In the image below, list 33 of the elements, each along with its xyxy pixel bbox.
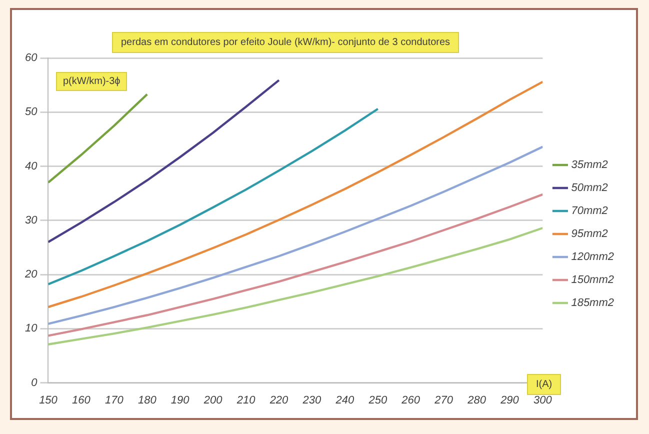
x-tick-label: 290 bbox=[500, 394, 520, 406]
y-tick-label: 10 bbox=[24, 322, 38, 335]
x-tick-label: 170 bbox=[104, 394, 124, 406]
legend-label: 95mm2 bbox=[571, 228, 608, 240]
x-tick-label: 250 bbox=[368, 394, 388, 406]
y-tick-label: 50 bbox=[24, 106, 38, 118]
legend-label: 185mm2 bbox=[571, 297, 614, 310]
y-tick-label: 20 bbox=[24, 268, 38, 281]
legend-label: 70mm2 bbox=[571, 205, 608, 218]
y-tick-label: 60 bbox=[24, 52, 38, 64]
legend-label: 35mm2 bbox=[571, 159, 608, 172]
y-axis-title: p(kW/km)-3ϕ bbox=[56, 72, 128, 91]
y-tick-label: 40 bbox=[24, 160, 38, 172]
x-tick-label: 270 bbox=[434, 394, 454, 406]
x-axis-title: I(A) bbox=[527, 374, 562, 395]
x-tick-label: 200 bbox=[202, 394, 224, 406]
y-tick-label: 0 bbox=[31, 376, 38, 389]
x-tick-label: 150 bbox=[39, 394, 58, 406]
chart-title: perdas em condutores por efeito Joule (kW/km)- conjunto de 3 condutores bbox=[112, 32, 460, 53]
x-tick-label: 180 bbox=[138, 394, 158, 406]
x-tick-label: 190 bbox=[170, 394, 190, 406]
legend-label: 50mm2 bbox=[571, 182, 608, 194]
x-tick-label: 210 bbox=[236, 394, 256, 406]
x-tick-label: 240 bbox=[334, 394, 355, 406]
x-tick-label: 280 bbox=[466, 394, 487, 406]
x-tick-label: 160 bbox=[72, 394, 92, 406]
x-tick-label: 300 bbox=[534, 394, 553, 406]
legend-label: 120mm2 bbox=[571, 251, 614, 264]
x-tick-label: 220 bbox=[268, 394, 290, 406]
y-tick-label: 30 bbox=[24, 214, 38, 226]
x-tick-label: 260 bbox=[400, 394, 421, 406]
legend-label: 150mm2 bbox=[571, 274, 614, 286]
x-tick-label: 230 bbox=[302, 394, 322, 406]
